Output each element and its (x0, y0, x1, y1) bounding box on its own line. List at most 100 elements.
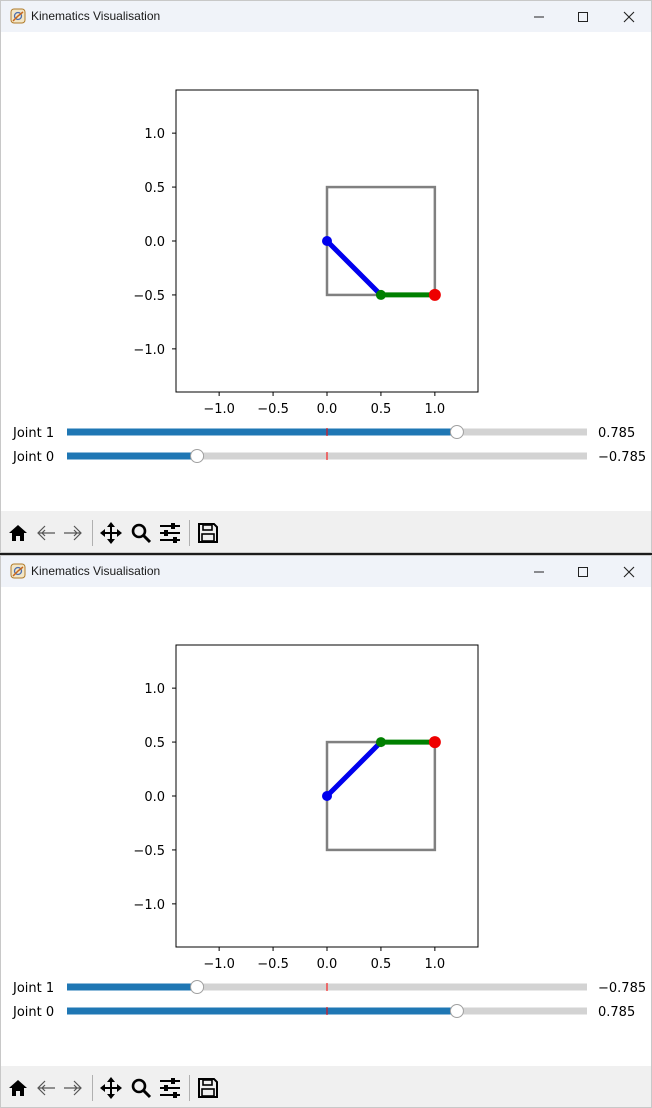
forward-button[interactable] (61, 1076, 85, 1100)
figure-canvas: −1.0 −0.5 0.0 0.5 1.0 1.0 0.5 0.0 −0.5 −1.0 Joint … (12, 89, 646, 466)
minimize-button[interactable] (516, 556, 562, 587)
end-effector-marker (428, 736, 441, 749)
configure-subplots-button[interactable] (158, 521, 182, 545)
pan-icon (100, 522, 122, 544)
x-tick-label: 0.0 (317, 402, 338, 417)
pan-button[interactable] (99, 521, 123, 545)
save-icon (198, 1078, 218, 1098)
app-logo-icon (10, 8, 26, 24)
x-tick-label: 1.0 (425, 957, 446, 972)
slider-label: Joint 0 (12, 450, 54, 465)
back-arrow-icon (37, 525, 55, 541)
y-tick-label: −1.0 (133, 898, 165, 913)
elbow-joint-marker (375, 737, 386, 748)
slider-value: 0.785 (598, 1005, 635, 1020)
slider-value: −0.785 (598, 981, 646, 996)
slider-fill (67, 452, 198, 460)
save-icon (198, 523, 218, 543)
forward-arrow-icon (64, 1080, 82, 1096)
title-bar[interactable]: Kinematics Visualisation (1, 1, 651, 32)
slider-label: Joint 1 (12, 981, 54, 996)
maximize-button[interactable] (560, 1, 606, 32)
slider-handle[interactable] (449, 1004, 464, 1018)
close-icon (623, 566, 635, 577)
end-effector-marker (428, 288, 441, 301)
y-tick-label: −0.5 (133, 289, 165, 304)
pan-icon (100, 1077, 122, 1099)
slider-label: Joint 0 (12, 1005, 54, 1020)
forward-button[interactable] (61, 521, 85, 545)
minimize-icon (534, 16, 544, 17)
window-title: Kinematics Visualisation (31, 9, 161, 23)
figure-canvas: −1.0 −0.5 0.0 0.5 1.0 1.0 0.5 0.0 −0.5 −1.0 Joint … (12, 644, 646, 1021)
slider-joint-1[interactable]: Joint 1 0.785 (12, 425, 635, 442)
back-button[interactable] (34, 521, 58, 545)
toolbar-separator (92, 1075, 93, 1101)
toolbar-separator (189, 1075, 190, 1101)
x-tick-label: −1.0 (203, 402, 235, 417)
configure-subplots-icon (160, 1078, 180, 1098)
zoom-button[interactable] (129, 1076, 153, 1100)
configure-subplots-button[interactable] (158, 1076, 182, 1100)
slider-fill (67, 428, 457, 436)
window-1: Kinematics Visualisation −1.0 −0.5 0.0 0.5 1… (0, 0, 652, 553)
navigation-toolbar (1, 511, 651, 552)
window-title: Kinematics Visualisation (31, 564, 161, 578)
x-tick-label: 0.0 (317, 957, 338, 972)
pan-button[interactable] (99, 1076, 123, 1100)
home-icon (9, 1080, 27, 1096)
title-bar[interactable]: Kinematics Visualisation (1, 556, 651, 587)
slider-fill (67, 1007, 457, 1015)
save-button[interactable] (196, 1076, 220, 1100)
x-tick-label: −0.5 (257, 402, 289, 417)
toolbar-separator (92, 520, 93, 546)
link-1 (325, 740, 383, 798)
close-icon (623, 11, 635, 22)
maximize-icon (578, 566, 588, 577)
maximize-button[interactable] (560, 556, 606, 587)
y-tick-label: 0.5 (144, 181, 165, 196)
y-tick-label: −0.5 (133, 844, 165, 859)
slider-value: 0.785 (598, 426, 635, 441)
x-tick-label: −1.0 (203, 957, 235, 972)
slider-handle[interactable] (190, 980, 205, 994)
elbow-joint-marker (375, 289, 386, 300)
y-tick-label: 1.0 (144, 682, 165, 697)
y-tick-label: 0.0 (144, 790, 165, 805)
x-tick-label: 1.0 (425, 402, 446, 417)
close-button[interactable] (606, 556, 651, 587)
zoom-button[interactable] (129, 521, 153, 545)
home-icon (9, 525, 27, 541)
y-tick-label: −1.0 (133, 343, 165, 358)
back-button[interactable] (34, 1076, 58, 1100)
maximize-icon (578, 11, 588, 22)
slider-joint-0[interactable]: Joint 0 0.785 (12, 1004, 635, 1021)
minimize-button[interactable] (516, 1, 562, 32)
toolbar-separator (189, 520, 190, 546)
slider-fill (67, 983, 198, 991)
zoom-icon (131, 1078, 152, 1099)
slider-value: −0.785 (598, 450, 646, 465)
forward-arrow-icon (64, 525, 82, 541)
configure-subplots-icon (160, 523, 180, 543)
x-tick-label: 0.5 (371, 957, 392, 972)
x-tick-label: −0.5 (257, 957, 289, 972)
slider-label: Joint 1 (12, 426, 54, 441)
back-arrow-icon (37, 1080, 55, 1096)
save-button[interactable] (196, 521, 220, 545)
slider-handle[interactable] (190, 449, 205, 463)
window-2: Kinematics Visualisation −1.0 −0.5 0.0 0.5 1… (0, 555, 652, 1108)
y-tick-label: 0.5 (144, 736, 165, 751)
close-button[interactable] (606, 1, 651, 32)
home-button[interactable] (6, 521, 30, 545)
slider-joint-0[interactable]: Joint 0 −0.785 (12, 449, 646, 466)
y-tick-label: 1.0 (144, 127, 165, 142)
base-joint-marker (322, 791, 332, 801)
slider-joint-1[interactable]: Joint 1 −0.785 (12, 980, 646, 997)
zoom-icon (131, 523, 152, 544)
base-joint-marker (322, 236, 332, 246)
app-logo-icon (10, 563, 26, 579)
home-button[interactable] (6, 1076, 30, 1100)
x-tick-label: 0.5 (371, 402, 392, 417)
slider-handle[interactable] (449, 425, 464, 439)
